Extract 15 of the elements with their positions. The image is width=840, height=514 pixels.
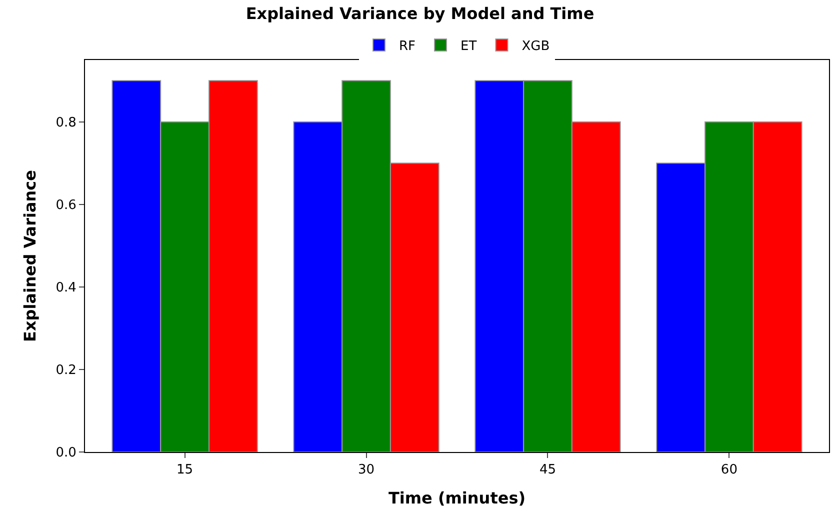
y-axis-title: Explained Variance bbox=[20, 170, 40, 342]
x-tick-label: 45 bbox=[539, 462, 556, 478]
x-tick-label: 60 bbox=[720, 462, 738, 478]
y-tick-label: 0.8 bbox=[56, 115, 76, 130]
legend-label: ET bbox=[460, 39, 477, 54]
chart-title: Explained Variance by Model and Time bbox=[246, 4, 594, 23]
x-axis-title: Time (minutes) bbox=[388, 488, 526, 508]
y-tick-label: 0.6 bbox=[56, 198, 76, 213]
y-tick-label: 0.0 bbox=[56, 446, 76, 461]
y-tick-label: 0.2 bbox=[56, 363, 76, 378]
x-tick-label: 30 bbox=[358, 462, 375, 478]
legend-label: RF bbox=[399, 39, 416, 54]
x-tick-label: 15 bbox=[176, 462, 194, 478]
legend-label: XGB bbox=[522, 39, 550, 54]
y-tick-label: 0.4 bbox=[56, 280, 76, 296]
